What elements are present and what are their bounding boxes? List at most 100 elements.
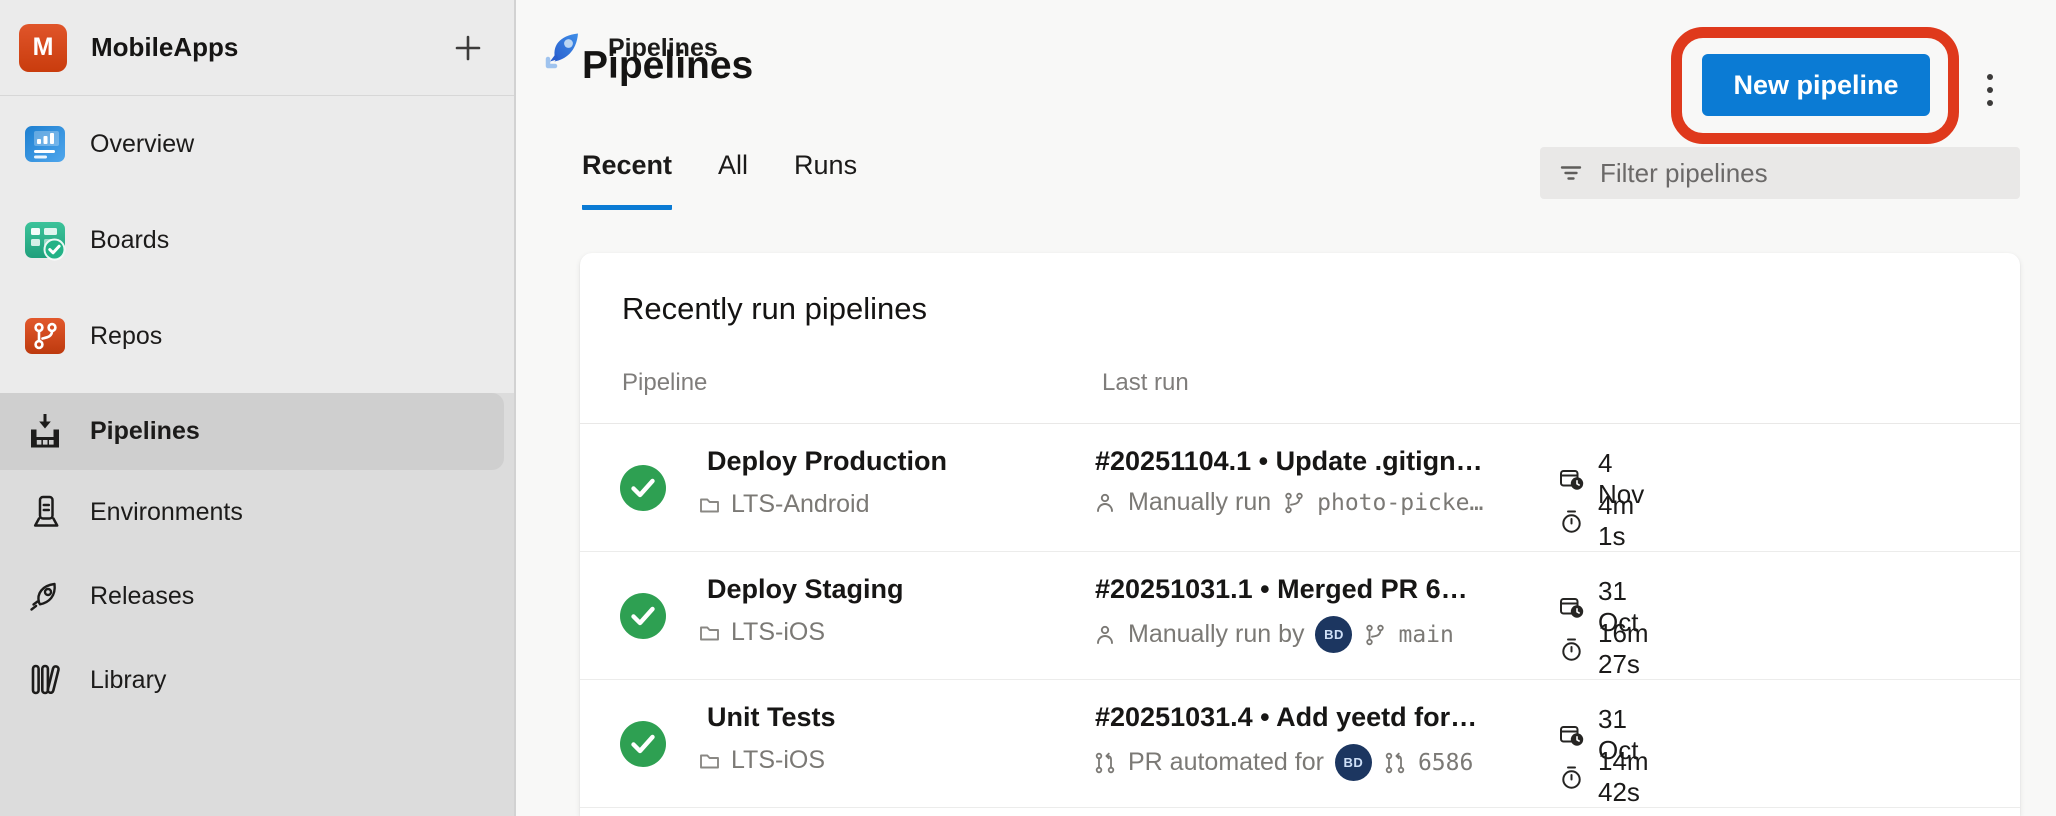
boards-icon <box>20 215 70 265</box>
branch-icon <box>1363 623 1387 647</box>
folder-icon <box>698 621 721 644</box>
user-avatar: BD <box>1315 616 1353 653</box>
sidebar-item-environments[interactable]: Environments <box>0 470 514 554</box>
sidebar-item-label: Pipelines <box>90 417 200 445</box>
table-row-deploy-staging[interactable]: Deploy Staging LTS-iOS #20251031.1 • Mer… <box>580 552 2020 680</box>
sidebar-item-pipelines-sub[interactable]: Pipelines <box>0 393 504 470</box>
sidebar-item-library[interactable]: Library <box>0 638 514 722</box>
sidebar-item-label: Overview <box>90 129 195 158</box>
run-duration: 16m 27s <box>1598 618 1649 679</box>
sidebar-item-releases[interactable]: Releases <box>0 554 514 638</box>
stopwatch-icon <box>1558 764 1585 791</box>
main-content: Pipelines New pipeline Recent All Runs R… <box>518 0 2056 816</box>
sidebar: M MobileApps <box>0 0 718 816</box>
folder-name: LTS-iOS <box>731 746 825 774</box>
run-duration: 4m 1s <box>1598 490 1635 551</box>
sidebar-item-label: Boards <box>90 225 170 254</box>
recently-run-pipelines-card: Recently run pipelines Pipeline Last run… <box>580 253 2020 816</box>
pipeline-name: Deploy Staging <box>707 574 904 604</box>
run-duration: 14m 42s <box>1598 746 1649 807</box>
project-avatar: M <box>19 23 67 72</box>
pipeline-folder: LTS-iOS <box>698 618 825 647</box>
filter-pipelines-input[interactable] <box>1600 157 2002 189</box>
overview-icon <box>20 119 70 169</box>
sidebar-nav: Overview Boards <box>0 96 514 384</box>
pr-number: 6586 <box>1417 749 1474 776</box>
folder-name: LTS-iOS <box>731 618 825 646</box>
run-meta: Manually run by BD main <box>1093 616 1454 653</box>
repos-icon <box>20 311 70 361</box>
sidebar-item-pipelines[interactable]: Pipelines <box>518 0 718 97</box>
sidebar-item-label: Pipelines <box>608 34 718 62</box>
folder-icon <box>698 493 721 516</box>
run-date: 4 Nov <box>1598 448 1645 509</box>
run-title: #20251031.1 • Merged PR 6… <box>1095 574 1468 604</box>
sidebar-pipelines-group: Pipelines Pipelines <box>0 33 718 816</box>
person-icon <box>1093 623 1117 647</box>
branch-icon <box>1282 491 1306 515</box>
pipeline-folder: LTS-Android <box>698 490 870 519</box>
page-title: Pipelines <box>582 44 754 87</box>
tab-all[interactable]: All <box>718 150 749 180</box>
sidebar-item-label: Library <box>90 665 167 694</box>
pull-request-icon <box>1383 751 1407 775</box>
tab-bar: Recent All Runs <box>582 150 857 210</box>
table-header-divider <box>580 423 2020 424</box>
new-pipeline-button[interactable]: New pipeline <box>1702 54 1930 116</box>
sidebar-item-repos[interactable]: Repos <box>0 288 514 384</box>
table-row-unit-tests[interactable]: Unit Tests LTS-iOS #20251031.4 • Add yee… <box>580 680 2020 808</box>
filter-pipelines-box[interactable] <box>1540 147 2020 199</box>
person-icon <box>1093 491 1117 515</box>
success-status-icon <box>620 465 666 511</box>
pipelines-rocket-icon <box>538 24 588 74</box>
sidebar-item-boards[interactable]: Boards <box>0 192 514 288</box>
sidebar-item-label: Environments <box>90 497 243 526</box>
run-date: 31 Oct <box>1598 704 1639 765</box>
more-options-button[interactable] <box>1974 66 2006 114</box>
run-title: #20251031.4 • Add yeetd for… <box>1095 702 1478 732</box>
branch-name: photo-picke… <box>1317 489 1484 516</box>
table-row-deploy-production[interactable]: Deploy Production LTS-Android #20251104.… <box>580 424 2020 552</box>
project-name: MobileApps <box>91 32 239 62</box>
sidebar-item-label: Repos <box>90 321 163 350</box>
run-date: 31 Oct <box>1598 576 1639 637</box>
calendar-clock-icon <box>1558 722 1585 749</box>
plus-icon <box>451 31 485 65</box>
project-header: M MobileApps <box>0 0 514 96</box>
tab-recent[interactable]: Recent <box>582 150 673 210</box>
run-meta: Manually run photo-picke… <box>1093 488 1483 517</box>
sidebar-item-label: Releases <box>90 581 195 610</box>
pipeline-name: Unit Tests <box>707 702 836 732</box>
folder-icon <box>698 749 721 772</box>
column-header-pipeline: Pipeline <box>622 369 708 396</box>
environments-icon <box>20 487 70 537</box>
sidebar-item-overview[interactable]: Overview <box>0 96 514 192</box>
library-icon <box>20 655 70 705</box>
stopwatch-icon <box>1558 636 1585 663</box>
pipeline-name: Deploy Production <box>707 446 948 476</box>
column-header-last-run: Last run <box>1102 369 1189 396</box>
folder-name: LTS-Android <box>731 490 870 518</box>
run-trigger: Manually run by <box>1128 620 1305 648</box>
success-status-icon <box>620 721 666 767</box>
run-trigger: Manually run <box>1128 488 1272 516</box>
branch-name: main <box>1398 621 1454 648</box>
pull-request-icon <box>1093 751 1117 775</box>
user-avatar: BD <box>1334 744 1372 781</box>
releases-rocket-icon <box>20 571 70 621</box>
card-title: Recently run pipelines <box>622 291 928 326</box>
calendar-clock-icon <box>1558 466 1585 493</box>
deploy-icon <box>20 407 70 457</box>
tab-runs[interactable]: Runs <box>794 150 858 180</box>
run-meta: PR automated for BD 6586 <box>1093 744 1473 781</box>
sidebar-spacer <box>0 384 514 393</box>
add-project-button[interactable] <box>450 30 486 66</box>
pipeline-folder: LTS-iOS <box>698 746 825 775</box>
calendar-clock-icon <box>1558 594 1585 621</box>
filter-icon <box>1558 160 1584 186</box>
kebab-icon <box>1987 74 1993 106</box>
run-title: #20251104.1 • Update .gitign… <box>1095 446 1483 476</box>
success-status-icon <box>620 593 666 639</box>
stopwatch-icon <box>1558 508 1585 535</box>
